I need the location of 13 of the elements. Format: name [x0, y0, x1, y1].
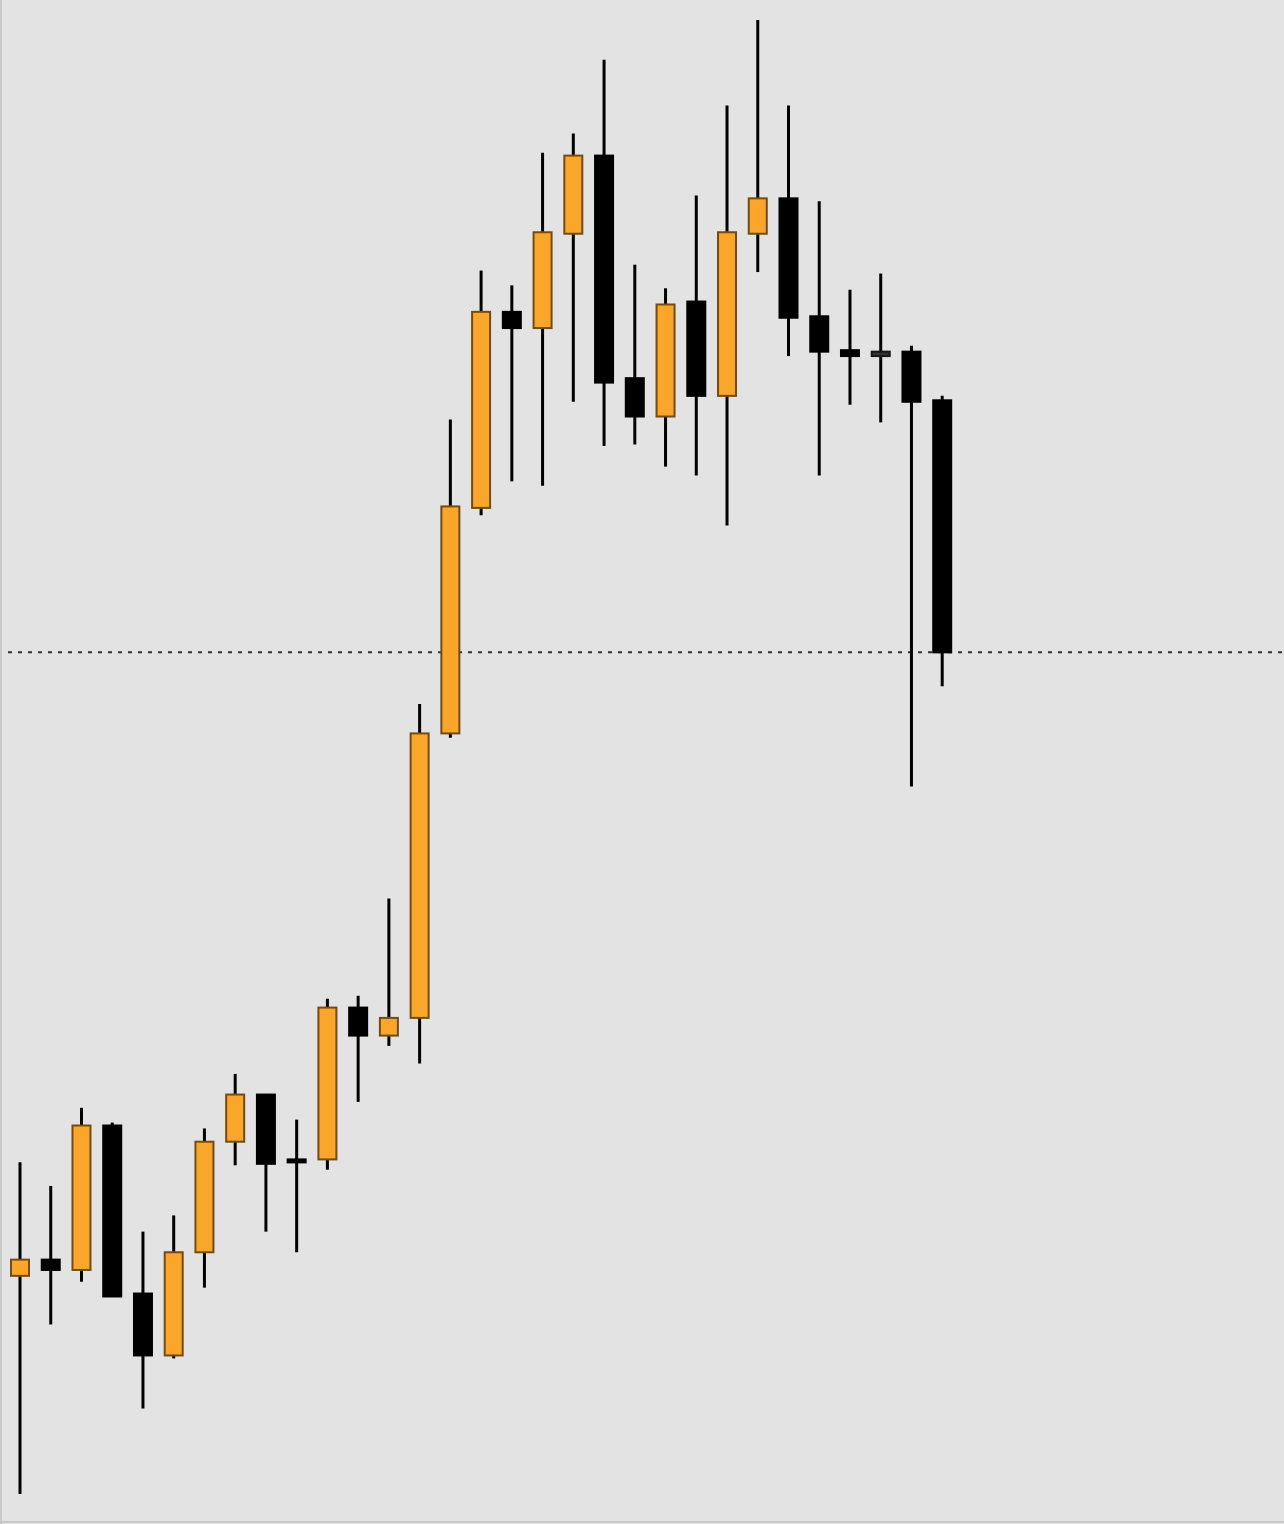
- candlestick: [747, 18, 768, 274]
- candlestick: [870, 272, 891, 424]
- candlestick: [348, 994, 369, 1104]
- candlestick: [378, 897, 399, 1048]
- candlestick: [839, 288, 860, 407]
- candlestick: [624, 263, 645, 447]
- candlestick: [501, 283, 522, 483]
- candlestick: [40, 1184, 61, 1326]
- candlestick: [286, 1118, 307, 1254]
- candlestick: [10, 1160, 30, 1496]
- candlestick: [225, 1072, 246, 1167]
- candlestick: [809, 199, 830, 477]
- candlestick: [901, 344, 922, 788]
